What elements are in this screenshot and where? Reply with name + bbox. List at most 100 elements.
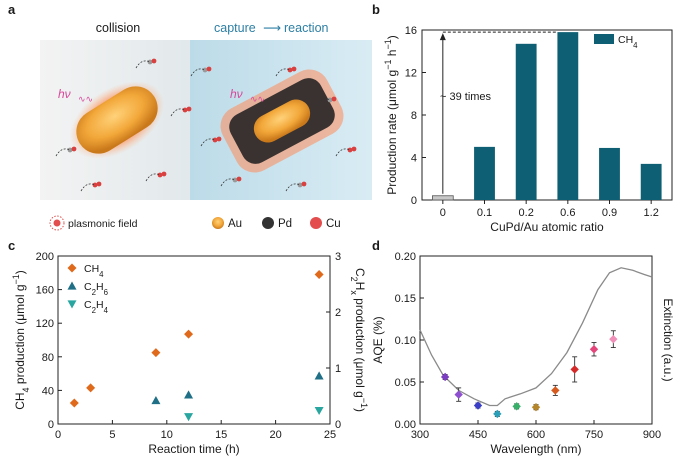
- molecule: [200, 136, 222, 147]
- x-axis-label: Wavelength (nm): [491, 442, 582, 456]
- atom: [71, 146, 77, 152]
- y2-tick-label: 1: [335, 363, 341, 375]
- au-rod: [76, 86, 158, 154]
- aqe-point: [473, 401, 483, 410]
- legend-label: C2H4: [84, 299, 109, 315]
- x-tick-label: 15: [215, 429, 227, 441]
- panel-a-label: a: [8, 2, 16, 17]
- atom: [147, 59, 153, 65]
- bar: [474, 146, 495, 200]
- au-dot-icon: [212, 217, 224, 229]
- hv-right: hν: [230, 87, 243, 101]
- bar: [515, 43, 537, 200]
- atom: [287, 67, 293, 73]
- trajectory-arrow: [220, 178, 236, 187]
- y-tick-label: 0.15: [395, 293, 416, 305]
- molecule: [170, 106, 192, 117]
- atom: [67, 147, 73, 153]
- x-tick-label: 0: [55, 429, 61, 441]
- atom: [347, 147, 353, 153]
- reaction-title: reaction: [284, 21, 329, 35]
- y-axis-label: Production rate (μmol g−1 h−1): [383, 35, 399, 195]
- molecule: [190, 66, 212, 77]
- y-tick-label: 40: [42, 385, 54, 397]
- y2-axis-label: C2Hx production (μmol g−1): [349, 268, 369, 412]
- y-tick-label: 120: [36, 318, 54, 330]
- atom: [186, 106, 192, 112]
- y2-tick-label: 2: [335, 307, 341, 319]
- atom: [151, 58, 157, 64]
- atom: [297, 182, 303, 188]
- y-tick-label: 8: [411, 110, 417, 122]
- atom: [161, 171, 167, 177]
- atom: [216, 136, 222, 142]
- atom: [182, 107, 188, 113]
- molecule: [80, 181, 102, 192]
- panel-b: b 0 4 8 12 16 0 0.1 0.2 0.6 0.9 1.2 CuPd/Au atomic …: [372, 2, 673, 234]
- x-tick-label: 0.2: [519, 207, 534, 219]
- legend-marker: [67, 300, 77, 309]
- y-axis-label: CH4 production (μmol g−1): [11, 270, 31, 410]
- y-tick-label: 0: [48, 419, 54, 431]
- y2-tick-label: 3: [335, 251, 341, 263]
- au-core: [253, 99, 311, 143]
- y-tick-label: 12: [405, 68, 417, 80]
- aqe-point: [512, 402, 521, 411]
- trajectory-arrow: [200, 138, 216, 147]
- x-tick-label: 0.6: [560, 207, 575, 219]
- x-tick-label: 1.2: [644, 207, 659, 219]
- wave-icon-right: ∿∿: [250, 94, 265, 104]
- y2-axis-label: Extinction (a.u.): [661, 298, 675, 381]
- plasmonic-field-icon: [53, 219, 61, 227]
- x-tick-label: 20: [269, 429, 281, 441]
- x-tick-label: 0.9: [602, 207, 617, 219]
- x-tick-label: 0: [440, 207, 446, 219]
- legend-label: CH4: [84, 263, 104, 279]
- aqe-point: [589, 345, 599, 354]
- molecule: [135, 58, 157, 69]
- panel-c-label: c: [8, 238, 15, 253]
- atom: [232, 177, 238, 183]
- molecule: [55, 146, 77, 157]
- y-tick-label: 160: [36, 285, 54, 297]
- legend-pd: Pd: [278, 218, 292, 230]
- legend-label: C2H6: [84, 281, 109, 297]
- x-tick-label: 900: [643, 429, 661, 441]
- bar: [599, 147, 620, 200]
- y2-tick-label: 0: [335, 419, 341, 431]
- molecule: [315, 96, 337, 107]
- y-tick-label: 0: [411, 195, 417, 207]
- atom: [331, 96, 337, 102]
- bar: [640, 163, 662, 200]
- extinction-curve: [419, 267, 653, 407]
- atom: [212, 137, 218, 143]
- aqe-point: [493, 409, 502, 419]
- trajectory-arrow: [170, 108, 186, 117]
- molecule: [285, 181, 307, 192]
- collision-title: collision: [96, 21, 141, 35]
- au-pd-cu-nanorod-reaction: [220, 69, 344, 173]
- trajectory-arrow: [335, 148, 351, 157]
- trajectory-arrow: [55, 148, 71, 157]
- atom: [92, 182, 98, 188]
- trajectory-arrow: [80, 183, 96, 192]
- plot-frame: [57, 255, 331, 425]
- trajectory-arrow: [145, 173, 161, 182]
- plot-frame: [419, 255, 653, 425]
- pd-dot-icon: [262, 217, 274, 229]
- data-point: [184, 390, 194, 399]
- x-tick-label: 10: [161, 429, 173, 441]
- data-point: [314, 371, 324, 380]
- atom: [96, 181, 102, 187]
- atom: [351, 146, 357, 152]
- panel-a-legend: plasmonic field Au Pd Cu: [49, 215, 341, 231]
- x-tick-label: 5: [109, 429, 115, 441]
- molecule: [275, 66, 297, 77]
- data-point: [314, 269, 324, 279]
- x-tick-label: 450: [469, 429, 487, 441]
- atom: [327, 97, 333, 103]
- trajectory-arrow: [190, 68, 206, 77]
- y-tick-label: 0.00: [395, 419, 416, 431]
- bar: [432, 195, 454, 201]
